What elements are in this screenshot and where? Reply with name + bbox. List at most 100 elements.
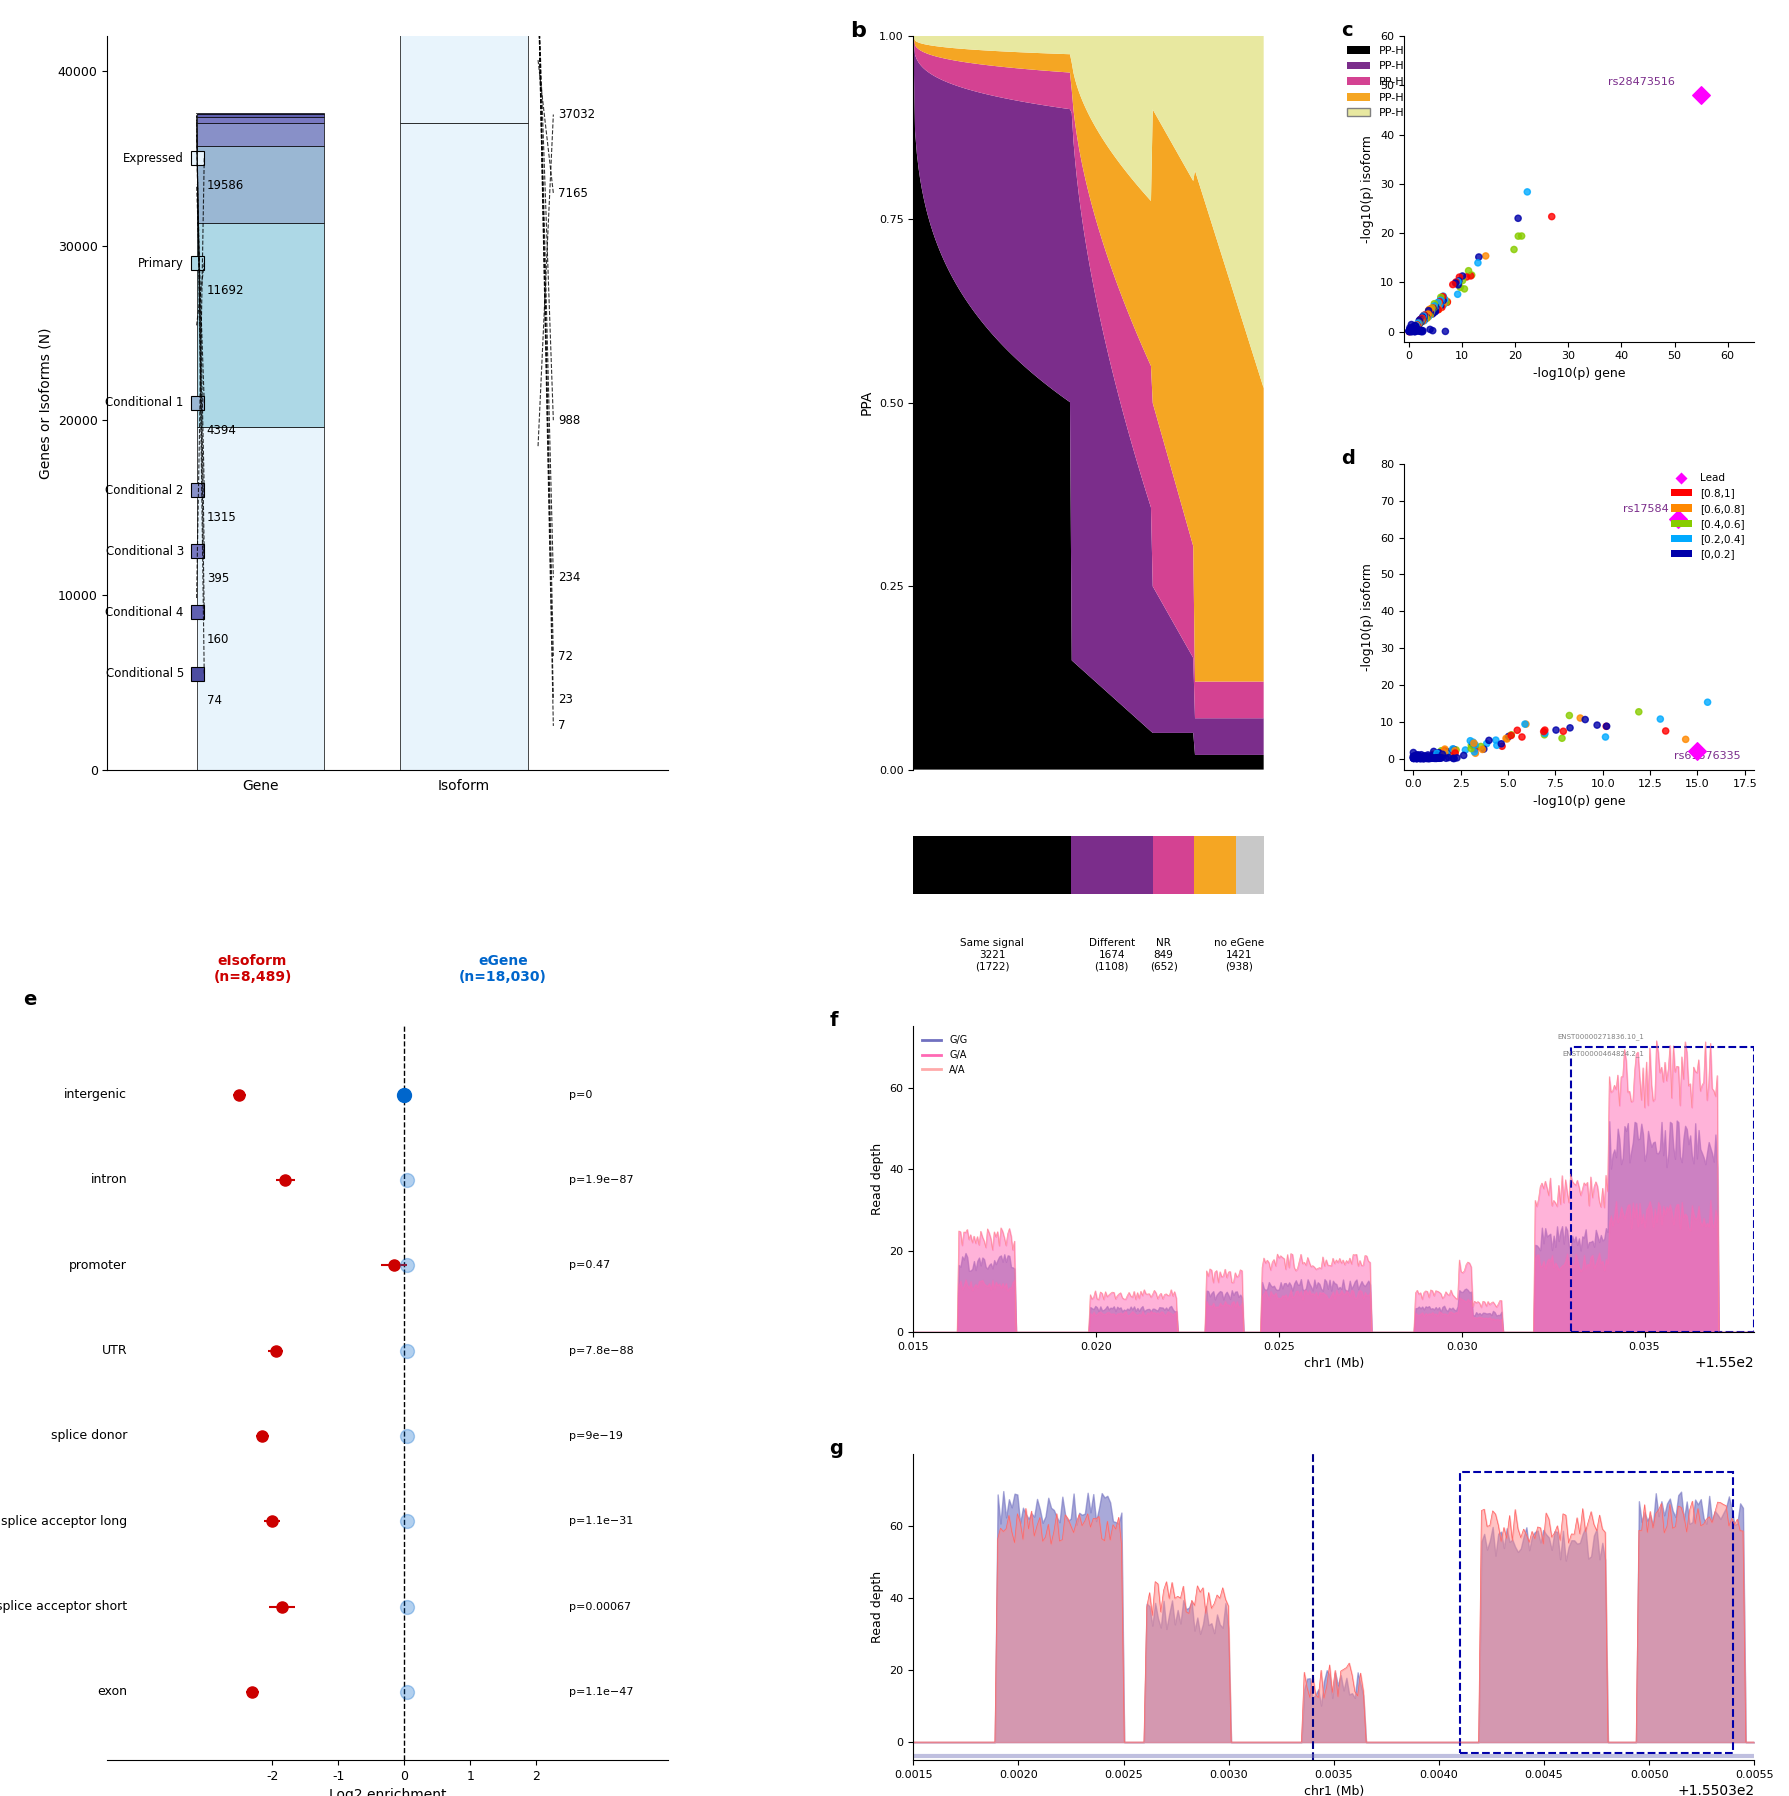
Point (1399, 742, 1428, 770)
Point (1440, 736, 1469, 765)
Point (1404, 744, 1433, 772)
Point (1433, 744, 1462, 772)
Point (1760, 679, 1789, 708)
Legend: Lead, [0.8,1], [0.6,0.8], [0.4,0.6], [0.2,0.4], [0,0.2]: Lead, [0.8,1], [0.6,0.8], [0.4,0.6], [0.… (1666, 469, 1748, 564)
Point (1460, 731, 1488, 760)
Point (1399, 742, 1428, 770)
Point (1408, 305, 1437, 334)
Point (1404, 316, 1433, 345)
Point (1403, 744, 1431, 772)
Point (1490, 724, 1519, 753)
Point (1429, 286, 1458, 314)
Point (1420, 744, 1449, 772)
Point (1406, 740, 1435, 769)
Point (1399, 313, 1428, 341)
Point (1395, 316, 1424, 345)
Point (1395, 313, 1424, 341)
Text: Conditional 4: Conditional 4 (106, 605, 184, 620)
Point (1460, 738, 1488, 767)
Point (1429, 735, 1458, 763)
Point (1424, 287, 1453, 316)
Point (1408, 744, 1437, 772)
Point (1404, 305, 1433, 334)
Point (1419, 295, 1447, 323)
X-axis label: -log10(p) gene: -log10(p) gene (1531, 796, 1624, 808)
Point (1408, 744, 1437, 772)
Point (1437, 736, 1465, 765)
Point (1408, 302, 1437, 330)
Point (1413, 300, 1442, 329)
Point (1413, 740, 1442, 769)
Point (1394, 316, 1422, 345)
Point (1403, 744, 1431, 772)
Point (1401, 742, 1429, 770)
Point (1394, 316, 1422, 345)
Bar (197, 147, 324, 223)
Point (1471, 242, 1499, 271)
Text: rs28473516: rs28473516 (1607, 77, 1675, 88)
Point (1444, 262, 1472, 291)
Point (1401, 313, 1429, 341)
Point (1417, 296, 1446, 325)
Point (1420, 291, 1449, 320)
Text: Expressed: Expressed (123, 151, 184, 165)
X-axis label: Log2 enrichment: Log2 enrichment (329, 1789, 445, 1796)
Point (1451, 736, 1480, 765)
Point (1449, 275, 1478, 304)
Point (1530, 720, 1558, 749)
Text: p=1.1e−31: p=1.1e−31 (569, 1516, 633, 1527)
Point (1426, 744, 1454, 772)
FancyBboxPatch shape (191, 395, 204, 409)
Point (1433, 287, 1462, 316)
Point (1428, 286, 1456, 314)
X-axis label: chr1 (Mb): chr1 (Mb) (1302, 1785, 1363, 1796)
Point (1404, 316, 1433, 345)
Point (1406, 316, 1435, 345)
Y-axis label: PPA: PPA (859, 390, 873, 415)
Text: d: d (1340, 449, 1354, 467)
Text: splice acceptor short: splice acceptor short (0, 1600, 127, 1613)
Text: eGene
(n=18,030): eGene (n=18,030) (460, 954, 547, 984)
Point (1399, 744, 1428, 772)
Bar (401, 0, 528, 122)
Point (1401, 744, 1429, 772)
Point (1401, 744, 1429, 772)
Point (1399, 744, 1428, 772)
Point (1410, 300, 1438, 329)
Point (1403, 744, 1431, 772)
Point (1413, 302, 1442, 330)
Point (1449, 742, 1478, 770)
Point (1422, 287, 1451, 316)
Point (1399, 742, 1428, 770)
Point (1460, 735, 1488, 763)
Point (1417, 742, 1446, 770)
Point (1463, 242, 1492, 271)
Point (1651, 717, 1680, 745)
Point (1419, 736, 1447, 765)
Point (1487, 733, 1515, 762)
Point (1404, 305, 1433, 334)
Text: p=1.9e−87: p=1.9e−87 (569, 1175, 633, 1185)
Point (1426, 287, 1454, 316)
Point (1540, 715, 1569, 744)
Point (1410, 302, 1438, 330)
Point (1406, 742, 1435, 770)
Point (1395, 316, 1424, 345)
Point (1487, 729, 1515, 758)
Point (1410, 305, 1438, 334)
Point (1395, 316, 1424, 345)
Point (1395, 316, 1424, 345)
Point (1428, 740, 1456, 769)
Point (1404, 742, 1433, 770)
Point (1408, 304, 1437, 332)
Point (1506, 722, 1535, 751)
Point (1401, 316, 1429, 345)
Y-axis label: -log10(p) isoform: -log10(p) isoform (1361, 562, 1374, 670)
Point (1394, 316, 1422, 345)
Point (1401, 744, 1429, 772)
Bar (197, 124, 324, 147)
Point (1447, 266, 1476, 295)
X-axis label: chr1 (Mb): chr1 (Mb) (1302, 1358, 1363, 1370)
Point (1406, 307, 1435, 336)
Point (1395, 316, 1424, 345)
